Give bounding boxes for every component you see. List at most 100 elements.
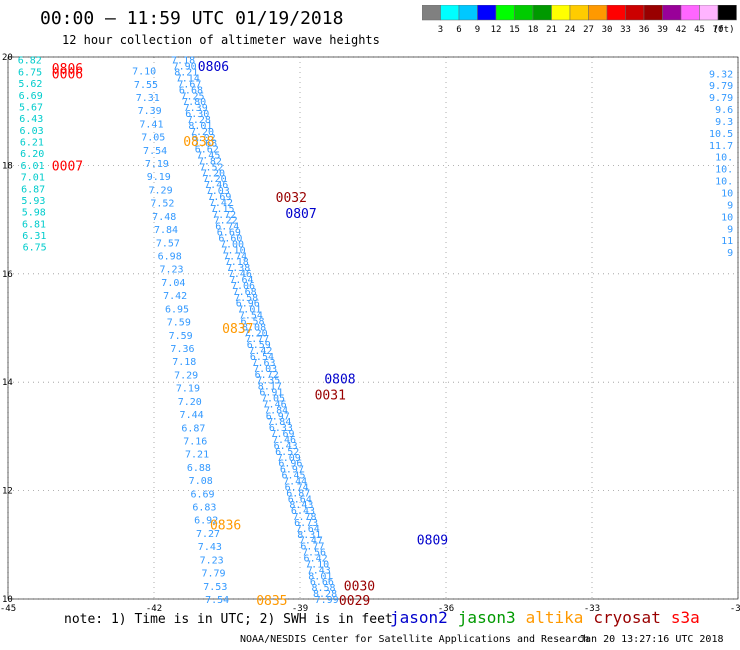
swh-value: 9.79	[709, 93, 733, 104]
swh-value: 7.28	[187, 115, 211, 126]
swh-value: 6.74	[285, 482, 309, 493]
swh-value: 7.39	[184, 103, 208, 114]
swh-value: 6.64	[288, 494, 312, 505]
swh-value: 5.67	[19, 102, 43, 113]
swh-value: 8.01	[188, 121, 212, 132]
swh-value: 7.52	[150, 199, 174, 210]
swh-value: 6.95	[165, 304, 189, 315]
swh-value: 7.54	[205, 595, 229, 606]
swh-value: 6.96	[278, 459, 302, 470]
map-frame	[7, 56, 739, 600]
swh-value: 7.79	[201, 569, 225, 580]
swh-value: 9.79	[709, 81, 733, 92]
swh-value: 9.3	[715, 117, 733, 128]
swh-value: 7.84	[264, 405, 288, 416]
swh-value: 6.92	[194, 516, 218, 527]
swh-value: 6.66	[310, 577, 334, 588]
swh-value: 6.98	[158, 252, 182, 263]
satellite-legend-cryosat: cryosat	[593, 608, 661, 627]
swh-value: 7.82	[198, 156, 222, 167]
swh-value: 7.90	[173, 62, 197, 73]
swh-value: 7.23	[200, 555, 224, 566]
swh-value: 6.69	[19, 91, 43, 102]
swh-value: 9.32	[709, 69, 733, 80]
swh-value: 6.75	[18, 67, 42, 78]
swh-value: 7.84	[154, 225, 178, 236]
swh-value: 8.17	[258, 382, 282, 393]
swh-value: 6.69	[191, 489, 215, 500]
swh-value: 9	[727, 248, 733, 259]
swh-value: 6.01	[20, 161, 44, 172]
swh-value: 6.96	[236, 299, 260, 310]
swh-value: 6.54	[250, 352, 274, 363]
swh-value: 7.03	[206, 186, 230, 197]
swh-value: 9.19	[147, 172, 171, 183]
swh-value: 7.57	[156, 238, 180, 249]
swh-value: 6.33	[269, 423, 293, 434]
swh-value: 7.05	[141, 133, 165, 144]
longitude-tick-label: -42	[146, 604, 162, 614]
satellite-legend-s3a: s3a	[670, 608, 700, 627]
swh-value: 6.83	[192, 503, 216, 514]
swh-value: 7.20	[190, 127, 214, 138]
swh-value: 7.47	[299, 536, 323, 547]
swh-value: 7.36	[170, 344, 194, 355]
color-scale-legend: 3 6 9 12 15 18 21 24 27 30 33 36 39 42 45 70 (ft)	[422, 5, 738, 37]
swh-value: 7.42	[248, 346, 272, 357]
swh-value: 9.6	[715, 105, 733, 116]
swh-value: 8.31	[297, 530, 321, 541]
swh-value: 7.41	[139, 119, 163, 130]
swh-value: 6.91	[259, 388, 283, 399]
pass-number-label: 0806	[52, 62, 83, 77]
swh-value: 6.87	[181, 423, 205, 434]
legend-label: 39	[657, 25, 668, 35]
swh-value: 7.59	[169, 331, 193, 342]
swh-value: 8.58	[311, 583, 335, 594]
swh-value: 7.06	[231, 281, 255, 292]
swh-value: 7.53	[203, 582, 227, 593]
swh-value: 6.60	[218, 233, 242, 244]
satellite-legend: jason2 jason3 altika cryosat s3a	[390, 608, 710, 627]
longitude-tick-label: -39	[292, 604, 308, 614]
pass-number-label: 0806	[198, 60, 229, 75]
swh-value: 7.31	[136, 93, 160, 104]
pass-number-label: 0807	[285, 207, 316, 222]
swh-value: 7.45	[196, 151, 220, 162]
swh-value: 7.63	[251, 358, 275, 369]
swh-value: 7.29	[149, 185, 173, 196]
swh-value: 7.43	[198, 542, 222, 553]
swh-value: 7.72	[212, 210, 236, 221]
legend-label: 18	[528, 25, 539, 35]
swh-value: 7.44	[180, 410, 204, 421]
latitude-tick-label: 20	[2, 53, 13, 63]
footer-credit: NOAA/NESDIS Center for Satellite Applica…	[240, 634, 590, 645]
swh-value: 8.08	[242, 322, 266, 333]
swh-value: 6.62	[195, 145, 219, 156]
swh-value: 8.01	[308, 571, 332, 582]
swh-value: 7.52	[199, 162, 223, 173]
longitude-tick-label: -36	[438, 604, 454, 614]
swh-value: 6.43	[274, 441, 298, 452]
swh-value: 7.18	[171, 56, 195, 67]
swh-value: 7.35	[256, 376, 280, 387]
latitude-tick-label: 10	[2, 595, 13, 605]
swh-value: 7.00	[220, 239, 244, 250]
swh-value: 7.21	[185, 450, 209, 461]
swh-value: 6.72	[255, 370, 279, 381]
swh-value: 7.67	[177, 79, 201, 90]
swh-value: 7.18	[225, 257, 249, 268]
swh-value: 7.77	[245, 334, 269, 345]
legend-label: 45	[694, 25, 705, 35]
note-text: note: 1) Time is in UTC; 2) SWH is in fe…	[64, 612, 393, 627]
swh-value: 7.64	[296, 524, 320, 535]
swh-value: 6.97	[266, 411, 290, 422]
swh-value: 7.46	[263, 399, 287, 410]
swh-value: 7.54	[239, 311, 263, 322]
swh-value: 7.64	[229, 275, 253, 286]
swh-value: 6.45	[281, 471, 305, 482]
swh-value: 7.42	[163, 291, 187, 302]
swh-value: 7.16	[183, 436, 207, 447]
pass-number-label: 0030	[344, 579, 375, 594]
pass-number-label: 0838	[183, 135, 214, 150]
legend-label: 3	[438, 25, 443, 35]
